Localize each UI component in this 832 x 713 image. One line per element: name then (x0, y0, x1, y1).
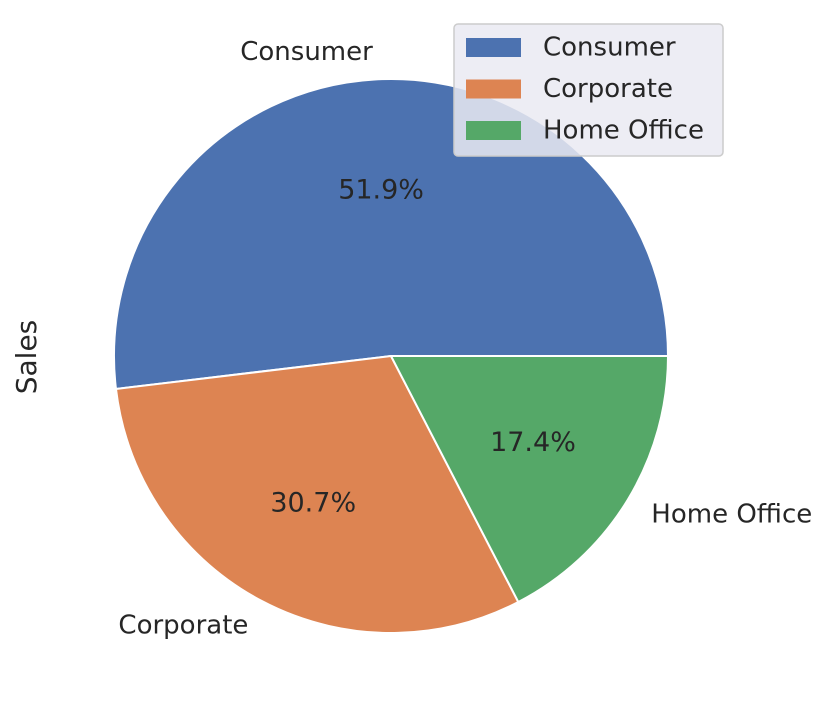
legend-swatch-home-office (466, 121, 521, 140)
category-label-corporate: Corporate (118, 610, 248, 640)
pie-slices (113, 78, 669, 634)
legend-label-consumer: Consumer (543, 33, 676, 63)
category-label-consumer: Consumer (240, 37, 373, 67)
pie-slice-corporate (114, 355, 520, 634)
pie-slice-home-office (390, 355, 669, 604)
legend-swatch-consumer (466, 38, 521, 57)
pie-percent-labels: 51.9% 30.7% 17.4% (270, 175, 576, 519)
percent-label-corporate: 30.7% (270, 487, 356, 518)
legend-label-home-office: Home Office (543, 116, 704, 146)
legend-box (453, 23, 724, 157)
pie-category-labels: Consumer Corporate Home Office (118, 37, 812, 640)
legend-label-corporate: Corporate (543, 74, 673, 104)
category-label-home-office: Home Office (651, 499, 812, 529)
percent-label-home-office: 17.4% (490, 427, 576, 458)
y-axis-label: Sales (10, 320, 43, 395)
legend-swatch-corporate (466, 79, 521, 99)
percent-label-consumer: 51.9% (338, 175, 424, 206)
legend: Consumer Corporate Home Office (453, 23, 724, 157)
